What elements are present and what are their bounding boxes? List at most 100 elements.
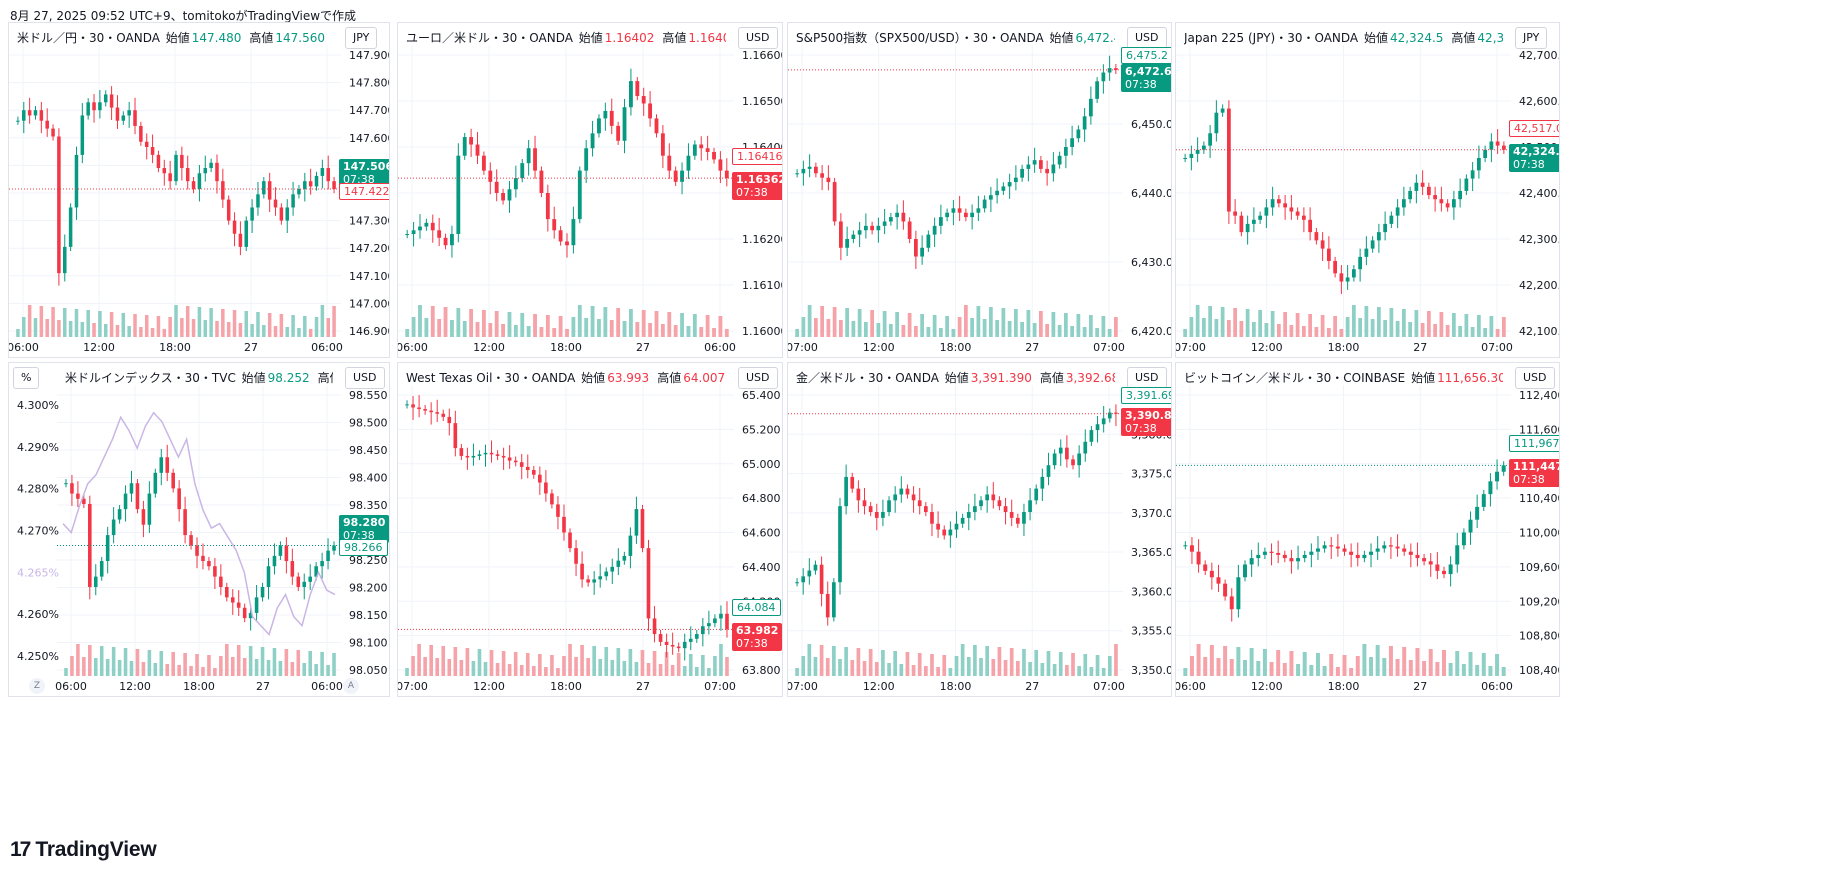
volume-bar [1277, 324, 1281, 337]
candle-body [1227, 108, 1231, 212]
currency-button[interactable]: USD [738, 27, 778, 49]
volume-bar [641, 310, 646, 337]
candle-body [80, 115, 85, 155]
volume-bar [610, 660, 615, 676]
candle-body [63, 246, 67, 274]
candle-body [550, 493, 554, 505]
symbol-label[interactable]: 米ドルインデックス・30・TVC [65, 371, 240, 385]
candle-body [1003, 506, 1008, 513]
candle-body [964, 212, 968, 218]
auto-scale-right-button[interactable]: A [343, 678, 359, 694]
price-badge: 111,447.6407:38 [1509, 459, 1559, 488]
candle-body [820, 173, 824, 178]
chart-canvas[interactable]: 3,385.0003,380.0003,375.0003,370.0003,36… [788, 363, 1171, 696]
tradingview-logo[interactable]: 17 TradingView [10, 838, 157, 862]
symbol-label[interactable]: S&P500指数（SPX500/USD）・30・OANDA [796, 31, 1048, 45]
chart-canvas[interactable]: 1.166001.165001.164001.163001.162001.161… [398, 23, 782, 357]
volume-bar [1022, 649, 1026, 676]
chart-canvas[interactable]: 98.55098.50098.45098.40098.35098.30098.2… [9, 363, 389, 696]
chart-canvas[interactable]: 112,400.00111,600.00110,800.00110,400.00… [1176, 363, 1559, 696]
candle-body [1076, 129, 1081, 139]
volume-bar [475, 322, 480, 337]
volume-bar [616, 648, 621, 676]
chart-canvas[interactable]: 65.40065.20065.00064.80064.60064.40064.2… [398, 363, 782, 696]
candle-body [1377, 232, 1381, 241]
volume-bar [544, 667, 548, 676]
candle-body [469, 137, 474, 145]
badge-countdown: 07:38 [1513, 157, 1545, 171]
currency-button[interactable]: USD [345, 367, 385, 389]
candle-body [713, 618, 717, 624]
volume-bar [1345, 317, 1350, 337]
symbol-label[interactable]: West Texas Oil・30・OANDA [406, 371, 580, 385]
volume-bar [115, 325, 120, 337]
candle-body [495, 454, 500, 456]
candle-body [1314, 232, 1319, 241]
candle-body [688, 638, 693, 642]
symbol-label[interactable]: 金／米ドル・30・OANDA [796, 371, 943, 385]
y-tick-label: 42,600.0 [1519, 95, 1559, 108]
chart-panel[interactable]: 112,400.00111,600.00110,800.00110,400.00… [1175, 362, 1560, 697]
chart-canvas[interactable]: 147.900147.800147.700147.600147.500147.4… [9, 23, 389, 357]
chart-panel[interactable]: 1.166001.165001.164001.163001.162001.161… [397, 22, 783, 358]
currency-button[interactable]: USD [738, 367, 778, 389]
badge-countdown: 07:38 [343, 173, 375, 187]
volume-bar [513, 652, 518, 676]
currency-button[interactable]: JPY [345, 27, 378, 49]
candle-body [652, 618, 657, 635]
unit-button[interactable]: % [13, 367, 40, 389]
price-badge: 1.16416 [732, 148, 782, 166]
volume-bar [296, 650, 301, 676]
symbol-label[interactable]: 米ドル／円・30・OANDA [17, 31, 164, 45]
symbol-label[interactable]: ビットコイン／米ドル・30・COINBASE [1184, 371, 1410, 385]
chart-canvas[interactable]: 6,460.06,450.06,440.06,430.06,420.007:00… [788, 23, 1171, 357]
volume-bar [1202, 318, 1206, 337]
chart-panel[interactable]: 3,385.0003,380.0003,375.0003,370.0003,36… [787, 362, 1172, 697]
volume-bar [899, 664, 904, 676]
candle-body [477, 454, 482, 456]
candle-body [1464, 178, 1469, 191]
chart-panel[interactable]: 147.900147.800147.700147.600147.500147.4… [8, 22, 390, 358]
currency-button[interactable]: JPY [1515, 27, 1548, 49]
candle-body [1458, 190, 1462, 200]
candle-body [1468, 519, 1473, 533]
candle-body [868, 506, 873, 513]
volume-bar [598, 659, 603, 676]
candle-body [1256, 554, 1261, 559]
candle-body [1039, 160, 1043, 169]
chart-panel[interactable]: 42,700.042,600.042,500.042,400.042,300.0… [1175, 22, 1560, 358]
candle-body [57, 136, 61, 274]
yield-line [62, 411, 336, 636]
candle-body [616, 560, 621, 567]
chart-panel[interactable]: 98.55098.50098.45098.40098.35098.30098.2… [8, 362, 390, 697]
volume-bar [1315, 653, 1320, 676]
candle-body [539, 170, 544, 193]
volume-bar [16, 329, 20, 337]
candle-body [598, 576, 603, 580]
volume-bar [209, 308, 213, 337]
symbol-label[interactable]: Japan 225 (JPY)・30・OANDA [1184, 31, 1362, 45]
candle-body [857, 230, 862, 235]
candle-body [168, 173, 172, 182]
chart-panel[interactable]: 65.40065.20065.00064.80064.60064.40064.2… [397, 362, 783, 697]
chart-panel[interactable]: 6,460.06,450.06,440.06,430.06,420.007:00… [787, 22, 1172, 358]
chart-canvas[interactable]: 42,700.042,600.042,500.042,400.042,300.0… [1176, 23, 1559, 357]
auto-scale-left-button[interactable]: Z [29, 678, 45, 694]
volume-bar [51, 307, 55, 337]
price-badge: 6,472.6 07:38 [1121, 63, 1171, 92]
candle-body [489, 452, 494, 455]
candle-body [1277, 199, 1281, 204]
volume-bar [1020, 322, 1024, 337]
candle-body [635, 81, 640, 97]
currency-button[interactable]: USD [1127, 27, 1167, 49]
symbol-label[interactable]: ユーロ／米ドル・30・OANDA [406, 31, 577, 45]
candle-body [1295, 211, 1300, 216]
candle-body [882, 221, 887, 226]
y-tick-label: 108,800.00 [1519, 630, 1559, 643]
candle-body [76, 493, 80, 499]
currency-button[interactable]: USD [1127, 367, 1167, 389]
volume-bar [33, 318, 38, 337]
candle-body [1065, 447, 1069, 460]
currency-button[interactable]: USD [1515, 367, 1555, 389]
volume-bar [673, 325, 678, 337]
